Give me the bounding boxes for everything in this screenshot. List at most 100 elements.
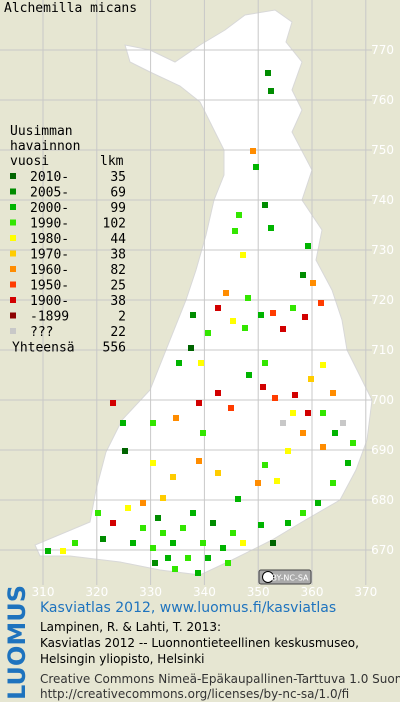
- occurrence-square: [320, 410, 326, 416]
- legend-count: 38: [110, 294, 126, 309]
- legend-count: 35: [110, 170, 126, 185]
- occurrence-square: [196, 400, 202, 406]
- occurrence-square: [268, 225, 274, 231]
- occurrence-square: [228, 405, 234, 411]
- y-axis-label: 740: [371, 193, 394, 207]
- legend-label: 2005-: [30, 186, 69, 201]
- occurrence-square: [210, 520, 216, 526]
- legend-swatch: [10, 250, 16, 257]
- legend-heading: havainnon: [10, 139, 80, 154]
- occurrence-square: [160, 495, 166, 501]
- occurrence-square: [315, 500, 321, 506]
- y-axis-label: 730: [371, 243, 394, 257]
- occurrence-square: [305, 243, 311, 249]
- cc-badge-text: BY-NC-SA: [271, 574, 309, 583]
- legend-swatch: [10, 219, 16, 226]
- legend-swatch: [10, 297, 16, 303]
- occurrence-square: [215, 390, 221, 396]
- occurrence-square: [260, 384, 266, 390]
- occurrence-square: [100, 536, 106, 542]
- occurrence-square: [285, 448, 291, 454]
- occurrence-square: [240, 540, 246, 546]
- occurrence-square: [130, 540, 136, 546]
- legend-swatch: [10, 204, 16, 210]
- occurrence-square: [300, 272, 306, 278]
- occurrence-square: [236, 212, 242, 218]
- x-axis-label: 350: [247, 585, 270, 599]
- legend-heading: vuosi: [10, 154, 49, 169]
- occurrence-square: [225, 560, 231, 566]
- occurrence-squares: [45, 70, 356, 576]
- citation-line: Kasviatlas 2012 -- Luonnontieteellinen k…: [40, 636, 359, 650]
- occurrence-square: [330, 390, 336, 396]
- occurrence-square: [262, 462, 268, 468]
- occurrence-square: [172, 566, 178, 572]
- legend-swatch: [10, 266, 16, 272]
- source-link[interactable]: Kasviatlas 2012, www.luomus.fi/kasviatla…: [40, 600, 337, 616]
- y-axis-label: 680: [371, 493, 394, 507]
- occurrence-square: [200, 430, 206, 436]
- occurrence-square: [188, 345, 194, 351]
- legend-label: 1950-: [30, 279, 69, 294]
- occurrence-square: [196, 458, 202, 464]
- occurrence-square: [170, 474, 176, 480]
- occurrence-square: [220, 545, 226, 551]
- occurrence-square: [332, 430, 338, 436]
- occurrence-square: [170, 540, 176, 546]
- title: Alchemilla micans: [4, 1, 137, 16]
- occurrence-square: [190, 312, 196, 318]
- legend-count: 69: [110, 186, 126, 201]
- legend-heading: lkm: [100, 154, 124, 169]
- occurrence-square: [280, 420, 286, 426]
- occurrence-square: [122, 448, 128, 454]
- legend-count: 44: [110, 232, 126, 247]
- occurrence-square: [60, 548, 66, 554]
- occurrence-square: [215, 470, 221, 476]
- occurrence-square: [120, 420, 126, 426]
- x-axis-label: 370: [354, 585, 377, 599]
- occurrence-square: [205, 330, 211, 336]
- legend-count: 82: [110, 263, 126, 278]
- occurrence-square: [232, 228, 238, 234]
- legend-swatch: [10, 235, 16, 241]
- occurrence-square: [262, 202, 268, 208]
- finland-outline: [34, 9, 373, 576]
- occurrence-square: [253, 164, 259, 170]
- occurrence-square: [290, 410, 296, 416]
- cc-badge: BY-NC-SA: [258, 569, 312, 585]
- occurrence-square: [173, 415, 179, 421]
- occurrence-square: [272, 395, 278, 401]
- logo: LUOMUS: [3, 585, 31, 700]
- occurrence-square: [310, 280, 316, 286]
- occurrence-square: [45, 548, 51, 554]
- occurrence-square: [330, 480, 336, 486]
- x-axis-label: 310: [32, 585, 55, 599]
- occurrence-square: [150, 460, 156, 466]
- occurrence-square: [345, 460, 351, 466]
- occurrence-square: [110, 400, 116, 406]
- occurrence-square: [255, 480, 261, 486]
- license-url[interactable]: http://creativecommons.org/licenses/by-n…: [40, 687, 350, 701]
- legend-count: 22: [110, 325, 126, 340]
- legend-label: -1899: [30, 310, 69, 325]
- citation-line: Lampinen, R. & Lahti, T. 2013:: [40, 620, 222, 634]
- occurrence-square: [160, 530, 166, 536]
- occurrence-square: [185, 555, 191, 561]
- occurrence-square: [320, 444, 326, 450]
- occurrence-square: [242, 325, 248, 331]
- occurrence-square: [230, 530, 236, 536]
- legend-heading: Uusimman: [10, 124, 73, 139]
- legend-swatch: [10, 328, 16, 334]
- occurrence-square: [215, 305, 221, 311]
- legend-label: 2000-: [30, 201, 69, 216]
- occurrence-square: [320, 362, 326, 368]
- x-axis-label: 320: [85, 585, 108, 599]
- citation-line: Helsingin yliopisto, Helsinki: [40, 652, 205, 666]
- occurrence-square: [195, 570, 201, 576]
- occurrence-square: [285, 520, 291, 526]
- occurrence-square: [290, 305, 296, 311]
- occurrence-square: [140, 525, 146, 531]
- occurrence-square: [150, 420, 156, 426]
- occurrence-square: [302, 314, 308, 320]
- occurrence-square: [95, 510, 101, 516]
